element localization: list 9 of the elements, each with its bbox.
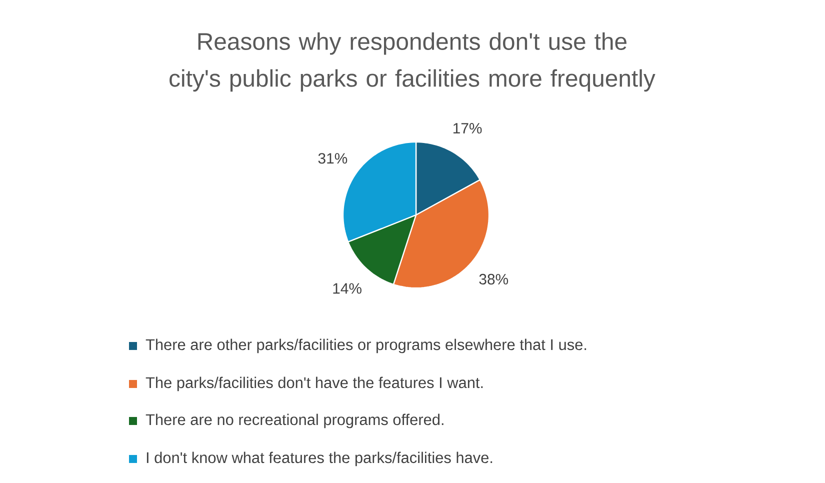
legend-label: The parks/facilities don't have the features I want. [146,376,483,392]
chart-title: Reasons why respondents don't use the city's public parks or facilities more frequently [170,32,656,92]
data-label: 14% [333,283,362,294]
data-label: 31% [318,153,348,164]
legend-label: I don't know what features the parks/facilities have. [146,452,492,466]
data-label: 38% [479,274,508,284]
legend-label: There are no recreational programs offered. [146,414,444,428]
legend-label: There are other parks/facilities or programs elsewhere that I use. [146,338,586,354]
data-label: 17% [453,123,482,134]
